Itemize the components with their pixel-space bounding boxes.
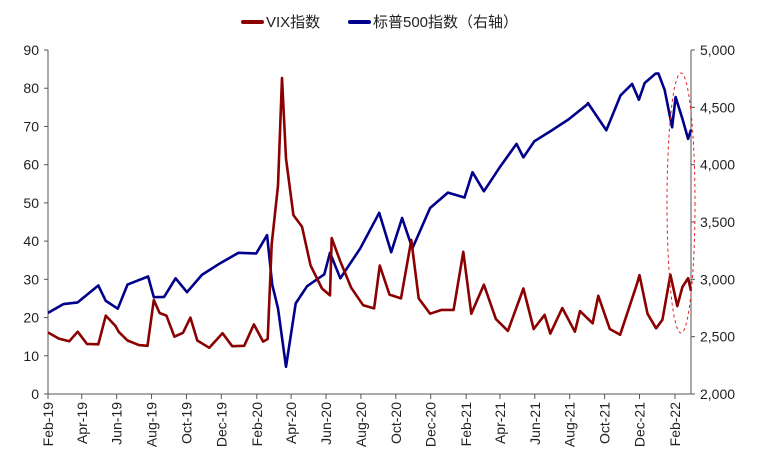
x-tick-label: Jun-20 [318,402,334,445]
x-tick-label: Oct-19 [178,402,194,444]
y-left-tick-label: 60 [23,157,39,173]
x-tick-label: Dec-20 [423,402,439,447]
y-left-tick-label: 70 [23,118,39,134]
x-tick-label: Aug-20 [353,402,369,447]
y-right-tick-label: 4,000 [700,157,735,173]
y-right-tick-label: 5,000 [700,42,735,58]
x-tick-label: Feb-20 [249,402,265,447]
series [47,72,693,369]
legend-spx-label: 标普500指数（右轴） [373,14,518,31]
y-left-tick-label: 20 [23,310,39,326]
highlight-ellipse [666,72,696,334]
x-tick-label: Feb-22 [667,402,683,447]
spx-line [47,72,693,369]
y-left-tick-label: 0 [31,386,39,402]
x-tick-label: Feb-19 [40,402,56,447]
x-tick-label: Apr-19 [74,402,90,444]
y-right-tick-label: 3,500 [700,214,735,230]
vix-line [47,76,693,350]
x-tick-label: Aug-21 [562,402,578,447]
y-left-tick-label: 10 [23,348,39,364]
x-tick-label: Aug-19 [144,402,160,447]
y-left-tick-label: 50 [23,195,39,211]
y-left-tick-label: 80 [23,80,39,96]
x-tick-label: Dec-19 [213,402,229,447]
x-tick-label: Apr-21 [492,402,508,444]
legend: VIX指数 标普500指数（右轴） [241,14,518,31]
y-right-tick-label: 4,500 [700,99,735,115]
x-tick-label: Feb-21 [458,402,474,447]
x-tick-label: Jun-19 [109,402,125,445]
y-right-tick-label: 3,000 [700,271,735,287]
y-left-tick-label: 30 [23,271,39,287]
x-tick-label: Dec-21 [632,402,648,447]
x-tick-label: Apr-20 [283,402,299,444]
x-tick-label: Oct-20 [388,402,404,444]
y-right-tick-label: 2,500 [700,329,735,345]
y-left-tick-label: 90 [23,42,39,58]
y-right-tick-label: 2,000 [700,386,735,402]
x-tick-label: Oct-21 [597,402,613,444]
axes: 0 10 20 30 40 50 60 70 80 90 2,000 2,500 3,000 3,500 4… [23,42,735,447]
x-tick-label: Jun-21 [527,402,543,445]
y-left-tick-label: 40 [23,233,39,249]
legend-vix-label: VIX指数 [266,14,320,31]
